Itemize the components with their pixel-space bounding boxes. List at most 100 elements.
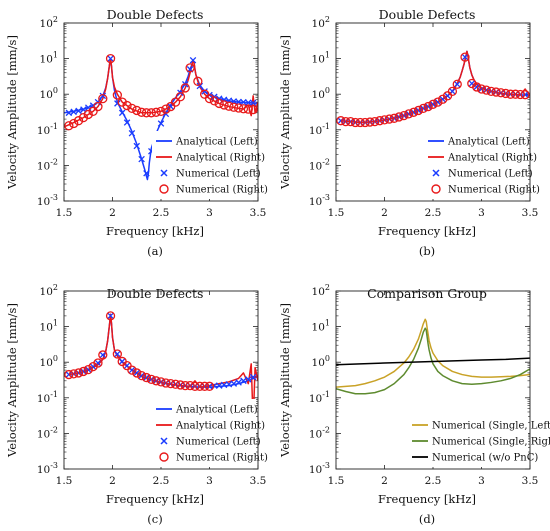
panel-b-circle-marker (481, 85, 492, 95)
panel-a-circle-marker (224, 101, 234, 111)
panel-d-caption: (d) (419, 512, 435, 526)
panel-c-caption: (c) (147, 512, 162, 526)
panel-c-xlabel: Frequency [kHz] (106, 492, 204, 506)
panel-a-x-marker (189, 56, 197, 64)
panel-a-x-marker (215, 95, 223, 102)
panel-b-ytick-label: 10-3 (309, 193, 330, 208)
panel-b-xtick-label: 2 (381, 207, 388, 219)
panel-a-legend-label: Analytical (Left) (175, 137, 258, 148)
panel-a-ytick-label: 10-3 (37, 193, 58, 208)
panel-d-series-line (336, 318, 530, 388)
panel-c-circle-marker (161, 378, 171, 388)
panel-d-series-line (336, 357, 530, 366)
panel-a-x-marker (118, 109, 126, 117)
panel-b-caption: (b) (419, 244, 435, 258)
panel-a-circle-marker (193, 76, 203, 86)
panel-c-legend: Analytical (Left) Analytical (Right) Numer… (152, 399, 268, 467)
panel-c-circle-marker (199, 381, 210, 391)
panel-c-circle-marker (175, 380, 186, 390)
panel-b-ytick-label: 100 (312, 86, 330, 101)
panel-a-circle-marker (238, 104, 249, 114)
panel-a-circle-marker (185, 63, 195, 73)
panel-b-legend-label: Numerical (Left) (448, 169, 533, 180)
panel-b-x-marker (468, 80, 476, 87)
panel-a-ytick-label: 10-1 (37, 122, 58, 137)
panel-b-x-marker (461, 53, 469, 61)
panel-b-legend: Analytical (Left) Analytical (Right) Numer… (424, 131, 540, 199)
panel-c-circle-marker (146, 374, 156, 384)
panel-b-circle-marker (428, 99, 438, 109)
panel-b-circle-marker (399, 110, 409, 121)
panel-a-circle-marker (93, 101, 103, 112)
panel-a-xtick-label: 2 (109, 207, 116, 219)
panel-a-circle-marker (127, 103, 137, 114)
panel-b-circle-marker (515, 89, 525, 100)
panel-a-series-line (64, 57, 258, 128)
panel-c-x-marker (89, 363, 97, 370)
panel-c-circle-marker (195, 381, 205, 391)
panel-c-xtick-label: 2 (109, 475, 116, 487)
panel-c-xtick-label: 1.5 (56, 475, 73, 487)
panel-a-x-marker (157, 120, 165, 127)
panel-b-ytick-label: 102 (312, 15, 330, 30)
panel-b-circle-marker (370, 116, 380, 127)
panel-b-legend-label: Analytical (Right) (447, 153, 537, 164)
panel-c-circle-marker (166, 378, 176, 389)
panel-a-x-marker (143, 170, 150, 177)
panel-b-circle-marker (360, 117, 370, 128)
panel-a-legend-label: Numerical (Right) (176, 185, 268, 196)
panel-a-circle-marker (105, 53, 116, 64)
panel-b-circle-marker (460, 52, 470, 62)
panel-b-xtick-label: 3.5 (522, 207, 539, 219)
panel-c-circle-marker (78, 366, 89, 377)
panel-a-legend-swatch (159, 184, 169, 194)
panel-b-ylabel: Velocity Amplitude [mm/s] (278, 35, 292, 190)
panel-b-x-marker (453, 81, 461, 88)
panel-b-circle-marker (501, 88, 511, 99)
panel-c-circle-marker (190, 381, 200, 391)
panel-a-circle-marker (73, 116, 84, 126)
panel-c-x-marker (94, 359, 102, 367)
panel-c-x-marker (107, 312, 114, 320)
panel-d-xtick-label: 2 (381, 475, 388, 487)
panel-c-plot: 1.5 2 2.5 3 3.5 10-3 10-2 10-1 100 101 102 Analytic… (37, 283, 268, 487)
panel-a-circle-marker (136, 107, 147, 117)
panel-c-circle-marker (83, 364, 93, 375)
panel-a-x-marker (107, 55, 114, 62)
panel-b-circle-marker (520, 90, 530, 100)
panel-b-plot: 1.5 2 2.5 3 3.5 10-3 10-2 10-1 100 101 102 Analytic… (309, 15, 540, 219)
panel-a-x-marker (196, 82, 204, 90)
panel-a-circle-marker (161, 104, 171, 114)
panel-c-xtick-label: 2.5 (153, 475, 170, 487)
panel-c-ytick-label: 10-3 (37, 461, 58, 476)
panel-b-circle-marker (496, 88, 506, 98)
panel-a-circle-marker (180, 83, 190, 93)
panel-c-circle-marker (151, 376, 161, 386)
panel-a-plot: 1.5 2 2.5 3 3.5 10-3 10-2 10-1 100 101 102 Analytic… (37, 15, 268, 219)
panel-a-circle-marker (248, 104, 258, 115)
panel-d-legend-label: Numerical (w/o PnC) (432, 453, 538, 464)
panel-c-legend-swatch (159, 452, 169, 462)
panel-b-legend-swatch (431, 184, 441, 194)
panel-b-circle-marker (374, 116, 385, 126)
panel-c-xtick-label: 3 (206, 475, 213, 487)
panel-c-legend-label: Analytical (Left) (175, 405, 258, 416)
panel-b-legend-label: Numerical (Right) (448, 185, 540, 196)
panel-d: Comparison Group Velocity Amplitude [mm/… (278, 283, 550, 526)
panel-a-xtick-label: 1.5 (56, 207, 73, 219)
panel-c-x-marker (138, 372, 145, 379)
panel-d-ytick-label: 10-3 (309, 461, 330, 476)
panel-c-ylabel: Velocity Amplitude [mm/s] (5, 303, 19, 458)
panel-b-circle-marker (505, 89, 516, 99)
panel-d-legend-label: Numerical (Single, Left) (432, 421, 550, 432)
panel-c-circle-marker (156, 377, 166, 387)
panel-c-series-line (68, 313, 258, 388)
panel-c-circle-marker (64, 369, 74, 380)
panel-a-x-marker (162, 110, 170, 118)
panel-c-circle-marker (185, 380, 195, 391)
panel-c-circle-marker (132, 368, 142, 378)
panel-c-circle-marker (136, 370, 147, 381)
panel-d-xtick-label: 3.5 (522, 475, 539, 487)
panel-c-x-marker (245, 376, 252, 383)
